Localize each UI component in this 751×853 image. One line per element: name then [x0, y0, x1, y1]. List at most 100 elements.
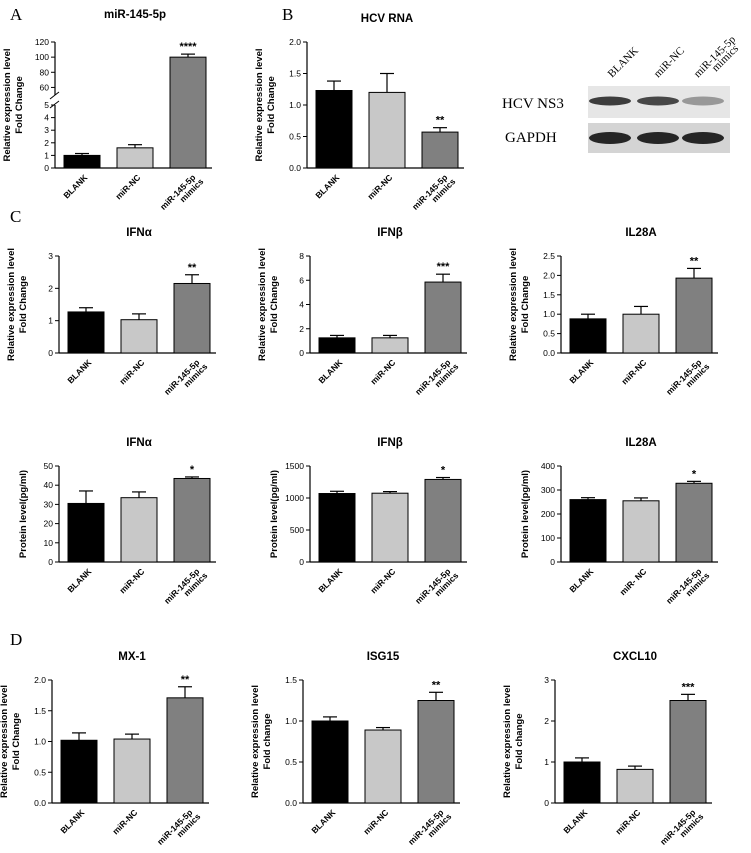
y-axis-label-c4-0: Protein level(pg/ml)	[18, 470, 29, 558]
chart-title-c4: IFNα	[126, 437, 152, 449]
chart-c1: IFNα Relative expression level Fold Change…	[6, 227, 216, 397]
y-axis-label-a-1: Fold Change	[14, 76, 25, 134]
blot-lane-label-blank: BLANK	[606, 45, 641, 80]
y-tick-label-d1: 1.5	[34, 706, 46, 716]
chart-title-d2: ISG15	[367, 651, 400, 663]
chart-title-d3: CXCL10	[613, 651, 657, 663]
panel-letter-c: C	[10, 207, 21, 226]
blot-row-label-hcv-ns3: HCV NS3	[502, 96, 564, 112]
y-tick-label-c3: 1.5	[543, 290, 555, 300]
significance-d3-2: ***	[682, 681, 696, 693]
bar-c6-blank	[569, 499, 607, 563]
blot-band-gapdh-1	[637, 132, 679, 144]
x-category-label-b-0: BLANK	[313, 172, 342, 201]
y-tick-label-c4: 30	[44, 499, 54, 509]
axis-break-mark	[49, 91, 60, 109]
y-tick-label-c3: 0.5	[543, 329, 555, 339]
chart-c6: IL28A Protein level(pg/ml) 0 100 200 300 400 BL…	[520, 437, 718, 606]
y-axis-label-d2-1: Fold change	[262, 714, 273, 770]
chart-c3: IL28A Relative expression level Fold Chang…	[508, 227, 718, 397]
y-axis-label-c5-0: Protein level(pg/ml)	[269, 470, 280, 558]
y-tick-label-d3: 1	[544, 757, 549, 767]
x-category-label-c1-0: BLANK	[65, 357, 94, 386]
x-category-label-c3-1: miR-NC	[619, 357, 648, 386]
y-tick-label-c3: 2.0	[543, 270, 555, 280]
x-category-label-d3-0: BLANK	[561, 807, 590, 836]
chart-c5: IFNβ Protein level(pg/ml) 0 500 1000 1500 BLAN…	[269, 437, 467, 606]
y-tick-label-b: 1.0	[289, 100, 301, 110]
y-tick-label-c6: 0	[550, 557, 555, 567]
blot-band-hcv-ns3-1	[637, 96, 679, 106]
y-tick-label-c5: 1500	[285, 461, 304, 471]
y-tick-label-d2: 1.5	[285, 675, 297, 685]
blot-lane-label-mir-nc: miR-NC	[652, 45, 687, 80]
y-tick-label-c2: 8	[299, 251, 304, 261]
y-axis-label-d2-0: Relative expression level	[250, 685, 261, 798]
y-axis-label-d1-1: Fold Change	[11, 713, 22, 771]
y-tick-label-c5: 500	[290, 525, 304, 535]
significance-d1-2: **	[181, 674, 190, 686]
blot-row-label-gapdh: GAPDH	[505, 130, 557, 146]
y-tick-label-b: 0.0	[289, 163, 301, 173]
x-category-label-c4-1: miR-NC	[117, 566, 146, 595]
bar-d3-blank	[563, 761, 601, 804]
y-tick-label-c3: 2.5	[543, 251, 555, 261]
y-tick-label-c1: 3	[48, 251, 53, 261]
y-axis-label-c1-1: Fold Change	[18, 276, 29, 334]
x-category-label-c6-0: BLANK	[567, 566, 596, 595]
significance-c5-2: *	[441, 465, 446, 477]
bar-c2-blank	[318, 337, 356, 354]
bar-a-blank	[63, 154, 101, 169]
y-tick-label-c6: 200	[541, 509, 555, 519]
blot-band-hcv-ns3-0	[589, 96, 631, 106]
blot-lane-labels: BLANK miR-NC miR-145-5p mimics	[606, 33, 741, 80]
y-tick-label-d3: 0	[544, 798, 549, 808]
bar-d2-blank	[311, 720, 349, 804]
y-axis-label-c1-0: Relative expression level	[6, 248, 17, 361]
y-tick-label-d1: 0.5	[34, 767, 46, 777]
x-category-label-d3-1: miR-NC	[613, 807, 642, 836]
y-tick-label-c4: 40	[44, 480, 54, 490]
y-tick-label-c6: 300	[541, 485, 555, 495]
bar-c3-mir-nc	[622, 313, 660, 354]
y-tick-label-c4: 20	[44, 519, 54, 529]
chart-b: HCV RNA Relative expression level Fold Cha…	[254, 13, 464, 212]
y-tick-label-b: 2.0	[289, 37, 301, 47]
y-tick-label-a: 2	[44, 138, 49, 148]
bar-c4-mir-145-5p-mimics	[173, 477, 211, 563]
bar-c4-mir-nc	[120, 497, 158, 563]
panel-letter-a: A	[10, 5, 23, 24]
y-tick-label-a: 5	[44, 100, 49, 110]
y-tick-label-a: 3	[44, 125, 49, 135]
bar-d3-mir-nc	[616, 768, 654, 804]
y-tick-label-c5: 0	[299, 557, 304, 567]
bar-b-blank	[315, 90, 353, 169]
y-tick-label-c4: 50	[44, 461, 54, 471]
y-tick-label-d1: 2.0	[34, 675, 46, 685]
y-tick-label-c2: 6	[299, 275, 304, 285]
y-axis-label-b-1: Fold Change	[266, 76, 277, 134]
y-tick-label-a: 120	[35, 37, 49, 47]
y-axis-label-c3-0: Relative expression level	[508, 248, 519, 361]
y-axis-label-d1-0: Relative expression level	[0, 685, 10, 798]
x-category-label-d2-0: BLANK	[309, 807, 338, 836]
y-tick-label-c3: 1.0	[543, 309, 555, 319]
y-axis-label-d3-1: Fold change	[514, 714, 525, 770]
significance-b-2: **	[436, 115, 445, 127]
y-tick-label-b: 0.5	[289, 132, 301, 142]
bar-c1-mir-nc	[120, 319, 158, 354]
y-tick-label-d3: 3	[544, 675, 549, 685]
chart-d3: CXCL10 Relative expression level Fold chan…	[502, 651, 712, 847]
bar-c5-mir-nc	[371, 492, 409, 563]
chart-title-c6: IL28A	[625, 437, 656, 449]
x-category-label-c2-0: BLANK	[316, 357, 345, 386]
chart-c4: IFNα Protein level(pg/ml) 0 10 20 30 40 50 BLANK…	[18, 437, 216, 606]
y-axis-label-c6-0: Protein level(pg/ml)	[520, 470, 531, 558]
x-category-label-b-1: miR-NC	[365, 172, 394, 201]
y-tick-label-c4: 0	[48, 557, 53, 567]
y-tick-label-c1: 0	[48, 348, 53, 358]
y-tick-label-c2: 2	[299, 324, 304, 334]
chart-title-c1: IFNα	[126, 227, 152, 239]
y-tick-label-a: 0	[44, 163, 49, 173]
